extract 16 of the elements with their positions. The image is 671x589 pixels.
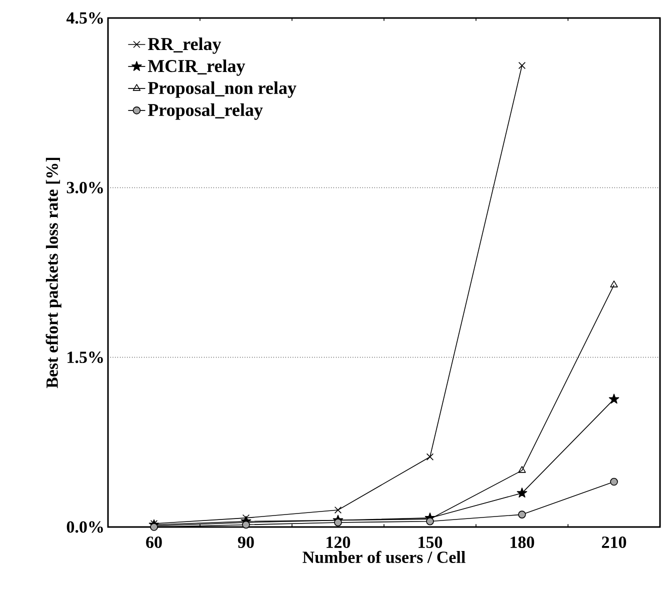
x-tick-label: 150 <box>418 536 442 548</box>
legend-label: Proposal_relay <box>148 103 263 120</box>
x-tick-label: 210 <box>602 536 626 548</box>
x-axis-title: Number of users / Cell <box>302 550 466 564</box>
y-tick-label: 4.5% <box>66 12 103 24</box>
y-tick-label: 3.0% <box>66 182 103 194</box>
y-tick-label: 0.0% <box>66 521 103 533</box>
x-tick-label: 90 <box>238 536 254 548</box>
legend-label: MCIR_relay <box>148 59 246 76</box>
legend-label: RR_relay <box>148 37 222 54</box>
x-tick-label: 60 <box>146 536 162 548</box>
x-tick-label: 120 <box>326 536 350 548</box>
y-axis-title: Best effort packets loss rate [%] <box>46 158 62 388</box>
x-tick-label: 180 <box>510 536 534 548</box>
legend-label: Proposal_non relay <box>148 81 296 98</box>
y-tick-label: 1.5% <box>68 352 103 364</box>
